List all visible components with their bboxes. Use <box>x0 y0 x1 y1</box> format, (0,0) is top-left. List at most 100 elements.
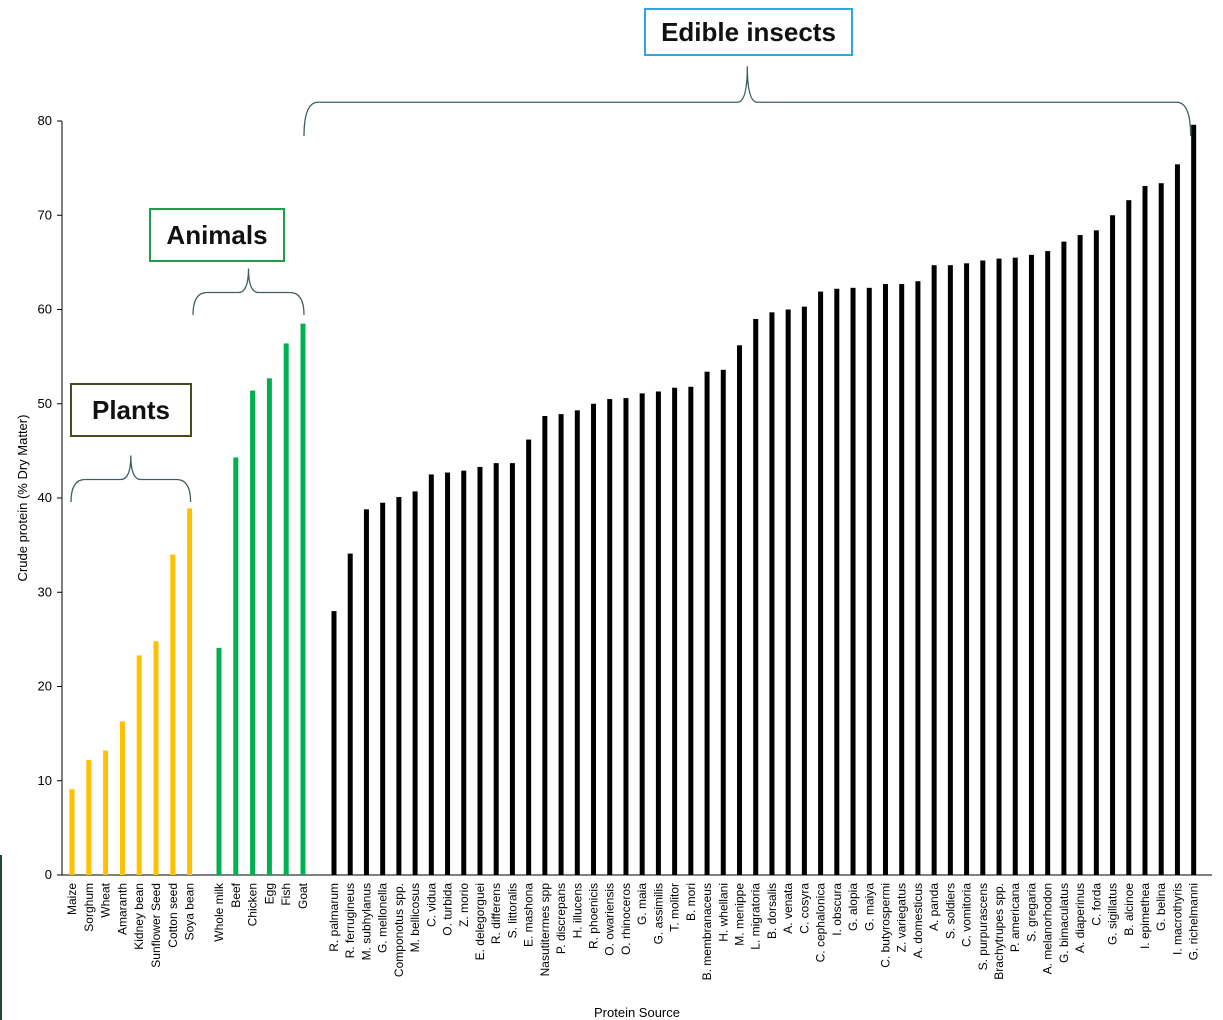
bar-insects <box>331 611 337 875</box>
bar-insects <box>1045 251 1051 875</box>
x-tick-label: B. dorsalis <box>765 883 779 939</box>
x-tick-label: Sorghum <box>82 883 96 932</box>
left-edge-rule <box>0 855 2 1020</box>
bar-insects <box>720 369 726 875</box>
x-tick-label: L. migratoria <box>749 883 763 950</box>
x-tick-label: C. vidua <box>424 883 438 927</box>
x-tick-label: Z. variegatus <box>895 883 909 952</box>
bar-insects <box>996 258 1002 876</box>
x-tick-label: Componotus spp. <box>392 883 406 977</box>
bar-insects <box>1126 200 1132 876</box>
bar-insects <box>1158 183 1164 875</box>
x-tick-label: S. littoralis <box>505 883 519 938</box>
bar-insects <box>347 553 353 875</box>
x-tick-label: G. mellonella <box>376 883 390 953</box>
x-tick-label: Egg <box>262 883 276 904</box>
bar-insects <box>1077 235 1083 876</box>
x-tick-label: A. panda <box>927 883 941 931</box>
x-tick-label: G. bimaculatus <box>1057 883 1071 963</box>
bar-insects <box>850 287 856 875</box>
bar-insects <box>1191 124 1197 875</box>
x-tick-label: T. molitor <box>668 883 682 932</box>
bar-insects <box>1174 164 1180 876</box>
bar-insects <box>818 291 824 875</box>
x-tick-label: G. sigillatus <box>1106 883 1120 945</box>
x-tick-label: Wheat <box>99 882 113 917</box>
x-tick-label: I. epimethea <box>1138 883 1152 949</box>
x-tick-label: A. venata <box>781 883 795 934</box>
x-tick-label: H. whellani <box>716 883 730 942</box>
bar-plants <box>86 760 92 875</box>
x-tick-label: Z. morio <box>457 883 471 927</box>
x-tick-label: C. forda <box>1089 883 1103 926</box>
x-tick-label: C. cosyra <box>797 883 811 934</box>
x-tick-label: R. ferrugineus <box>343 883 357 958</box>
bar-insects <box>477 466 483 875</box>
brace-insects <box>303 66 1192 137</box>
x-tick-label: R. palmarum <box>327 883 341 952</box>
bar-insects <box>493 463 499 875</box>
bar-plants <box>170 554 176 875</box>
x-tick-label: O. rhinoceros <box>619 883 633 955</box>
bar-animals <box>283 343 289 875</box>
brace-animals <box>192 268 305 316</box>
bar-plants <box>103 750 109 875</box>
bar-insects <box>623 398 629 875</box>
x-tick-label: O. turbida <box>441 883 455 936</box>
x-tick-label: Amaranth <box>115 883 129 935</box>
bar-insects <box>363 509 369 875</box>
x-tick-label: Cotton seed <box>166 883 180 948</box>
bar-insects <box>1110 215 1116 875</box>
x-tick-label: G. belina <box>1154 883 1168 931</box>
bar-insects <box>396 497 402 875</box>
bar-animals <box>250 390 256 875</box>
x-tick-label: O. owariensis <box>603 883 617 956</box>
x-tick-label: Brachytrupes spp. <box>992 883 1006 980</box>
x-tick-label: M. bellicosus <box>408 883 422 952</box>
group-label-insects: Edible insects <box>644 8 853 56</box>
x-tick-label: I. macrothyris <box>1170 883 1184 955</box>
x-tick-label: Beef <box>229 882 243 907</box>
bar-plants <box>136 655 142 875</box>
bar-insects <box>1061 241 1067 875</box>
x-tick-label: M. subhylanus <box>359 883 373 960</box>
bar-insects <box>558 414 564 875</box>
bar-insects <box>769 312 775 875</box>
bar-animals <box>300 323 306 875</box>
bar-insects <box>704 371 710 875</box>
bar-insects <box>964 263 970 875</box>
x-tick-label: B. mori <box>684 883 698 921</box>
bar-insects <box>947 265 953 875</box>
bar-insects <box>785 309 791 875</box>
bar-plants <box>119 721 125 875</box>
y-tick-label: 10 <box>38 773 52 788</box>
x-tick-label: G. maia <box>635 883 649 925</box>
x-tick-label: G. richelmanni <box>1187 883 1201 960</box>
x-tick-label: C. butyrospermi <box>878 883 892 968</box>
x-tick-label: A. diaperinus <box>1073 883 1087 953</box>
x-tick-label: G. maiya <box>862 883 876 931</box>
bar-insects <box>526 439 532 875</box>
bar-plants <box>153 641 159 875</box>
bar-insects <box>834 288 840 875</box>
bar-insects <box>380 502 386 875</box>
bar-insects <box>655 391 661 875</box>
x-tick-label: R. phoenicis <box>587 883 601 949</box>
x-tick-label: S. soldiers <box>943 883 957 939</box>
x-tick-label: Chicken <box>246 883 260 926</box>
bar-insects <box>688 386 694 875</box>
bar-insects <box>1028 254 1034 875</box>
x-tick-label: Soya bean <box>183 883 197 940</box>
x-tick-label: P. americana <box>1008 883 1022 952</box>
x-tick-label: Maize <box>65 883 79 915</box>
y-tick-label: 50 <box>38 396 52 411</box>
group-label-animals: Animals <box>149 208 285 262</box>
x-tick-label: G. alopia <box>846 883 860 931</box>
bar-insects <box>899 284 905 875</box>
y-tick-label: 80 <box>38 113 52 128</box>
bar-insects <box>428 474 434 875</box>
bar-insects <box>445 472 451 875</box>
x-tick-label: Fish <box>279 883 293 906</box>
x-tick-label: B. alcinoe <box>1122 883 1136 936</box>
